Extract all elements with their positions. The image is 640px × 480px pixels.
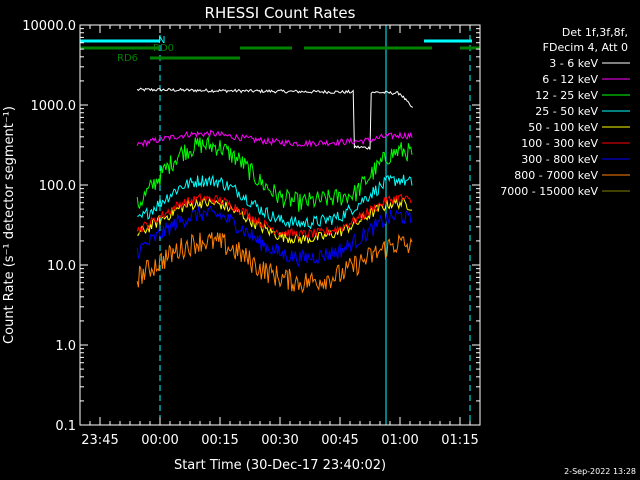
- series-layer: [136, 87, 414, 294]
- legend-header-1: Det 1f,3f,8f,: [562, 26, 628, 39]
- y-tick-label-3: 100.0: [39, 179, 76, 194]
- x-tick-label-0: 23:45: [81, 433, 118, 448]
- series-line-7: [136, 232, 413, 294]
- y-axis-label: Count Rate (s⁻¹ detector segment⁻¹): [2, 106, 17, 344]
- legend-label-7: 800 - 7000 keV: [514, 169, 598, 182]
- chart-title: RHESSI Count Rates: [205, 4, 356, 22]
- y-tick-label-0: 0.1: [55, 419, 76, 434]
- plot-frame: [79, 24, 481, 426]
- annotation-rd6: RD6: [117, 53, 138, 64]
- series-line-3: [137, 174, 413, 230]
- legend-label-8: 7000 - 15000 keV: [500, 185, 598, 198]
- legend-label-2: 12 - 25 keV: [535, 89, 598, 102]
- x-axis-label: Start Time (30-Dec-17 23:40:02): [174, 458, 386, 473]
- series-line-6: [136, 205, 413, 268]
- x-tick-label-5: 01:00: [381, 433, 418, 448]
- legend-label-5: 100 - 300 keV: [521, 137, 598, 150]
- x-tick-label-6: 01:15: [441, 433, 478, 448]
- y-tick-label-5: 10000.0: [22, 19, 76, 34]
- plot-lines: [79, 25, 471, 425]
- legend-label-3: 25 - 50 keV: [535, 105, 598, 118]
- series-line-2: [136, 135, 413, 212]
- labels-layer: 0.1 1.0 10.0 100.0 1000.0 10000.0 23:45 00:00 00…: [22, 19, 479, 448]
- x-tick-label-2: 00:15: [201, 433, 238, 448]
- ticks-layer: [79, 24, 481, 426]
- legend-label-0: 3 - 6 keV: [549, 57, 598, 70]
- legend: Det 1f,3f,8f, FDecim 4, Att 0 3 - 6 keV 6…: [500, 26, 630, 198]
- footer-date: 2-Sep-2022 13:28: [564, 467, 636, 476]
- annotation-n: N: [158, 35, 165, 46]
- series-line-0: [136, 87, 414, 150]
- y-tick-label-2: 10.0: [47, 259, 76, 274]
- annotation-rd0: RD0: [153, 43, 174, 54]
- x-tick-label-4: 00:45: [321, 433, 358, 448]
- series-line-5: [136, 192, 413, 240]
- legend-label-1: 6 - 12 keV: [542, 73, 598, 86]
- x-tick-label-1: 00:00: [141, 433, 178, 448]
- y-tick-label-4: 1000.0: [31, 99, 77, 114]
- legend-items: 3 - 6 keV 6 - 12 keV 12 - 25 keV 25 - 50 ke…: [500, 57, 630, 198]
- legend-header-2: FDecim 4, Att 0: [543, 41, 628, 54]
- y-tick-label-1: 1.0: [55, 339, 76, 354]
- x-tick-label-3: 00:30: [261, 433, 298, 448]
- series-line-1: [136, 129, 413, 148]
- legend-label-6: 300 - 800 keV: [521, 153, 598, 166]
- legend-label-4: 50 - 100 keV: [528, 121, 598, 134]
